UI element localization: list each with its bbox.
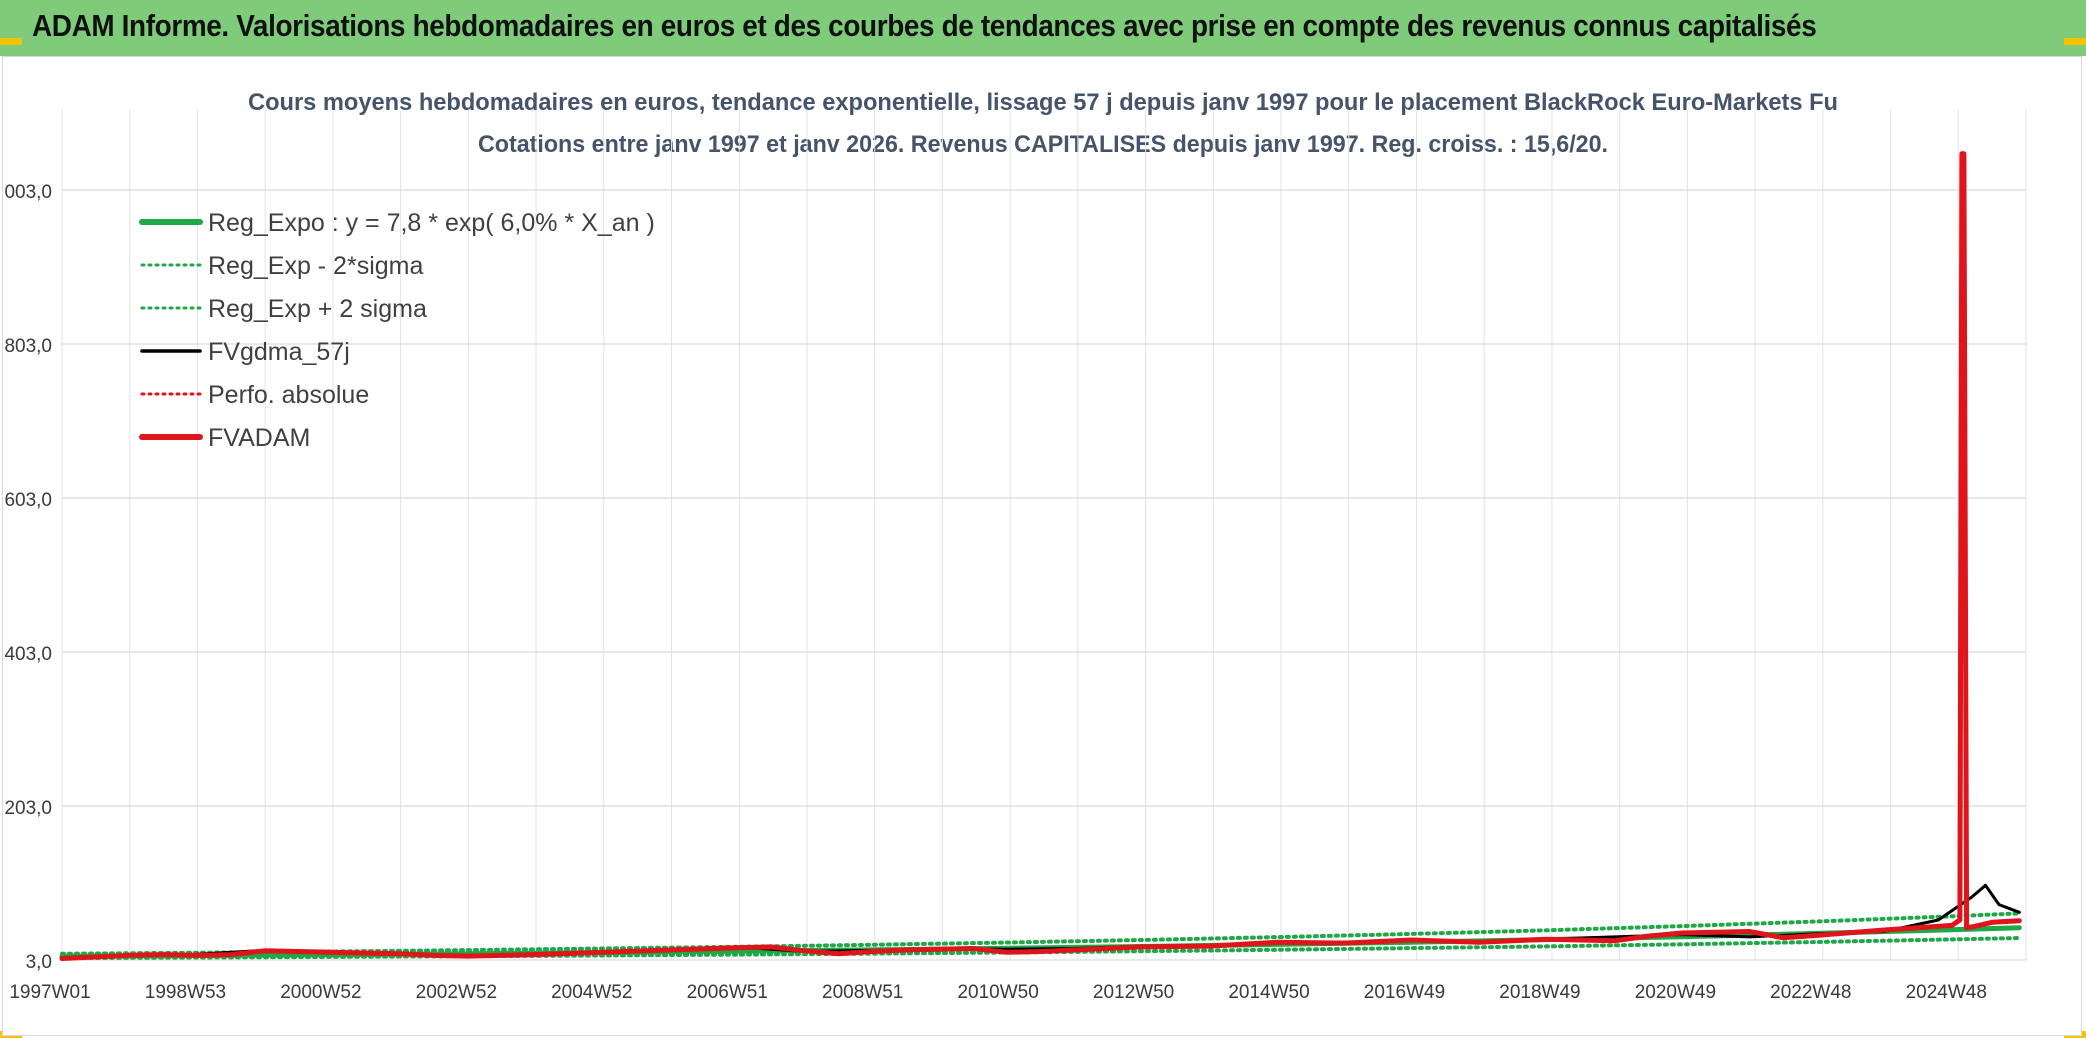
x-tick-label: 2016W49 <box>1364 982 1445 1003</box>
vertical-gridlines <box>61 110 2027 960</box>
y-tick-label: 603,0 <box>4 490 52 511</box>
x-tick-label: 2000W52 <box>280 982 361 1003</box>
chart-title-line1: Cours moyens hebdomadaires en euros, ten… <box>248 89 1838 116</box>
x-tick-label: 2024W48 <box>1906 982 1987 1003</box>
y-tick-label: 3,0 <box>26 952 52 973</box>
x-tick-label: 2008W51 <box>822 982 903 1003</box>
x-tick-label: 1997W01 <box>9 982 90 1003</box>
corner-mark-left <box>0 38 22 45</box>
x-tick-label: 1998W53 <box>145 982 226 1003</box>
legend-label: Reg_Exp + 2 sigma <box>208 295 427 323</box>
x-tick-label: 2004W52 <box>551 982 632 1003</box>
y-tick-label: 403,0 <box>4 644 52 665</box>
x-tick-label: 2006W51 <box>687 982 768 1003</box>
legend-label: Reg_Expo : y = 7,8 * exp( 6,0% * X_an ) <box>208 209 655 237</box>
legend-label: Perfo. absolue <box>208 381 369 409</box>
y-tick-label: 1 003,0 <box>0 182 52 203</box>
legend-label: Reg_Exp - 2*sigma <box>208 252 423 280</box>
x-tick-label: 2010W50 <box>957 982 1038 1003</box>
y-axis-tick-labels: 3,0 203,0 403,0 603,0 803,0 1 003,0 <box>0 182 52 973</box>
x-tick-label: 2002W52 <box>416 982 497 1003</box>
series-line-fvadam <box>59 151 2022 961</box>
y-tick-label: 803,0 <box>4 336 52 357</box>
legend-label: FVgdma_57j <box>208 338 350 366</box>
chart-area <box>2 56 2082 1036</box>
x-tick-label: 2022W48 <box>1770 982 1851 1003</box>
banner-title: ADAM Informe. Valorisations hebdomadaire… <box>32 8 1817 43</box>
y-tick-label: 203,0 <box>4 798 52 819</box>
x-axis-tick-labels: 1997W01 1998W53 2000W52 2002W52 2004W52 2006W… <box>9 982 1987 1003</box>
series-line-regexp <box>60 936 2022 961</box>
x-tick-label: 2020W49 <box>1635 982 1716 1003</box>
x-tick-label: 2012W50 <box>1093 982 1174 1003</box>
chart-legend: Reg_Expo : y = 7,8 * exp( 6,0% * X_an ) R… <box>139 209 655 452</box>
x-tick-label: 2014W50 <box>1228 982 1309 1003</box>
series-layer <box>59 151 2022 961</box>
series-line-regexp <box>60 911 2022 956</box>
legend-label: FVADAM <box>208 424 310 452</box>
corner-mark-right <box>2064 38 2086 45</box>
x-tick-label: 2018W49 <box>1499 982 1580 1003</box>
horizontal-gridlines <box>62 189 2026 961</box>
report-banner: ADAM Informe. Valorisations hebdomadaire… <box>0 0 2086 56</box>
chart-title-line2: Cotations entre janv 1997 et janv 2026. … <box>478 131 1608 158</box>
